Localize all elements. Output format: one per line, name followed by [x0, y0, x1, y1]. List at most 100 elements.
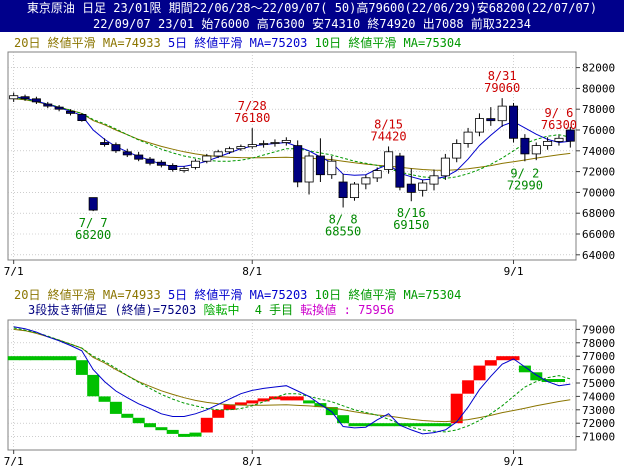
- top-tick-label-y: 66000: [582, 228, 615, 241]
- top-tick-label-y: 70000: [582, 186, 615, 199]
- break-brick: [41, 356, 54, 361]
- bottom-legend-ma20: 20日 終値平滑 MA=74933: [14, 288, 161, 302]
- candle-body: [213, 151, 223, 157]
- candle-body: [440, 157, 450, 177]
- candle-body: [236, 146, 246, 150]
- ma5-line: [13, 96, 571, 181]
- bottom-legend-ma5: 5日 終値平滑 MA=75203: [167, 288, 308, 302]
- break-brick: [121, 413, 134, 418]
- top-legend-ma20: 20日 終値平滑 MA=74933: [14, 36, 161, 50]
- header-line-1: 東京原油 日足 23/01限 期間22/06/28～22/09/07( 50)高…: [0, 0, 624, 16]
- candle-body: [134, 154, 144, 160]
- candle-body: [395, 155, 405, 188]
- annotation-date: 7/28: [238, 99, 267, 113]
- break-brick: [246, 400, 259, 404]
- annotation-date: 8/ 8: [329, 212, 358, 226]
- break-brick: [518, 365, 531, 373]
- candle-body: [520, 137, 530, 155]
- break-brick: [382, 423, 395, 427]
- annotation-value: 72990: [507, 178, 543, 192]
- break-brick: [450, 393, 463, 424]
- candle-body: [349, 183, 359, 199]
- break-brick: [98, 396, 111, 402]
- break-brick: [132, 417, 145, 424]
- bottom-tick-label-y: 75000: [582, 377, 615, 390]
- break-brick: [303, 400, 316, 404]
- top-tick-label-x: 8/1: [242, 265, 262, 278]
- annotation-value: 79060: [484, 81, 520, 95]
- candle-body: [111, 144, 121, 152]
- annotation-value: 76300: [541, 118, 577, 132]
- break-brick: [53, 356, 66, 361]
- top-legend: 20日 終値平滑 MA=74933 5日 終値平滑 MA=75203 10日 終…: [14, 36, 461, 50]
- bottom-tick-label-x: 8/1: [242, 455, 262, 468]
- break-brick: [439, 423, 452, 427]
- break-brick: [30, 356, 43, 361]
- candle-body: [338, 181, 348, 199]
- candle-body: [88, 197, 98, 211]
- candle-body: [429, 175, 439, 185]
- break-brick: [553, 379, 565, 382]
- bottom-legend-2: 3段抜き新値足 (終値)=75203 陰転中 4 手目 転換値 : 75956: [28, 303, 394, 317]
- bottom-tick-label-y: 73000: [582, 404, 615, 417]
- top-tick-label-x: 7/1: [4, 265, 24, 278]
- top-legend-ma5: 5日 終値平滑 MA=75203: [167, 36, 308, 50]
- annotation-date: 9/ 6: [545, 106, 574, 120]
- break-brick: [212, 409, 225, 418]
- annotation-value: 69150: [393, 218, 429, 232]
- break-brick: [484, 360, 497, 366]
- break-brick: [166, 429, 179, 434]
- break-brick: [75, 360, 88, 375]
- break-brick: [337, 415, 350, 424]
- bottom-legend: 20日 終値平滑 MA=74933 5日 終値平滑 MA=75203 10日 終…: [14, 288, 461, 302]
- break-brick: [314, 403, 327, 408]
- break-brick: [109, 401, 122, 414]
- annotation-value: 68200: [75, 228, 111, 242]
- annotation-date: 8/15: [374, 117, 403, 131]
- candle-body: [156, 161, 166, 166]
- candle-body: [77, 114, 87, 122]
- candle-body: [9, 95, 19, 100]
- bottom-tick-label-y: 77000: [582, 350, 615, 363]
- break-brick: [200, 417, 213, 433]
- top-tick-label-y: 72000: [582, 166, 615, 179]
- candle-body: [497, 105, 507, 122]
- bottom-tick-label-y: 79000: [582, 323, 615, 336]
- break-brick: [178, 433, 191, 437]
- break-brick: [371, 423, 384, 427]
- break-brick: [280, 396, 293, 401]
- candle-body: [202, 155, 212, 162]
- candle-body: [20, 96, 30, 100]
- annotation-value: 68550: [325, 224, 361, 238]
- reversal-value: 転換値 : 75956: [300, 303, 395, 317]
- break-brick: [462, 380, 475, 394]
- top-tick-label-y: 78000: [582, 103, 615, 116]
- break-brick: [541, 379, 554, 382]
- break-brick: [19, 356, 32, 361]
- break-brick: [416, 423, 429, 427]
- top-tick-label-y: 80000: [582, 82, 615, 95]
- bottom-plot-area: [7, 319, 577, 451]
- annotation-value: 76180: [234, 111, 270, 125]
- candle-body: [452, 143, 462, 159]
- candle-body: [54, 106, 64, 110]
- candle-body: [406, 183, 416, 193]
- candle-body: [463, 131, 473, 144]
- candle-body: [315, 155, 325, 176]
- candle-body: [224, 148, 234, 153]
- bottom-tick-label-y: 78000: [582, 337, 615, 350]
- candle-body: [543, 140, 553, 146]
- break-brick: [257, 398, 270, 402]
- three-line-break-chart: 7100072000730007400075000760007700078000…: [4, 319, 615, 468]
- candle-body: [508, 105, 518, 139]
- break-brick: [405, 423, 418, 427]
- bottom-tick-label-y: 74000: [582, 390, 615, 403]
- top-tick-label-y: 76000: [582, 124, 615, 137]
- annotation-date: 8/31: [488, 69, 517, 83]
- break-brick: [234, 402, 247, 406]
- bottom-legend-ma10: 10日 終値平滑 MA=75304: [314, 288, 462, 302]
- candle-body: [304, 155, 314, 183]
- header-line-2: 22/09/07 23/01 始76000 高76300 安74310 終749…: [0, 16, 624, 32]
- candle-body: [281, 139, 291, 143]
